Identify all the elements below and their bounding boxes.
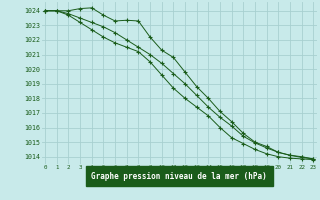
X-axis label: Graphe pression niveau de la mer (hPa): Graphe pression niveau de la mer (hPa) (91, 172, 267, 181)
